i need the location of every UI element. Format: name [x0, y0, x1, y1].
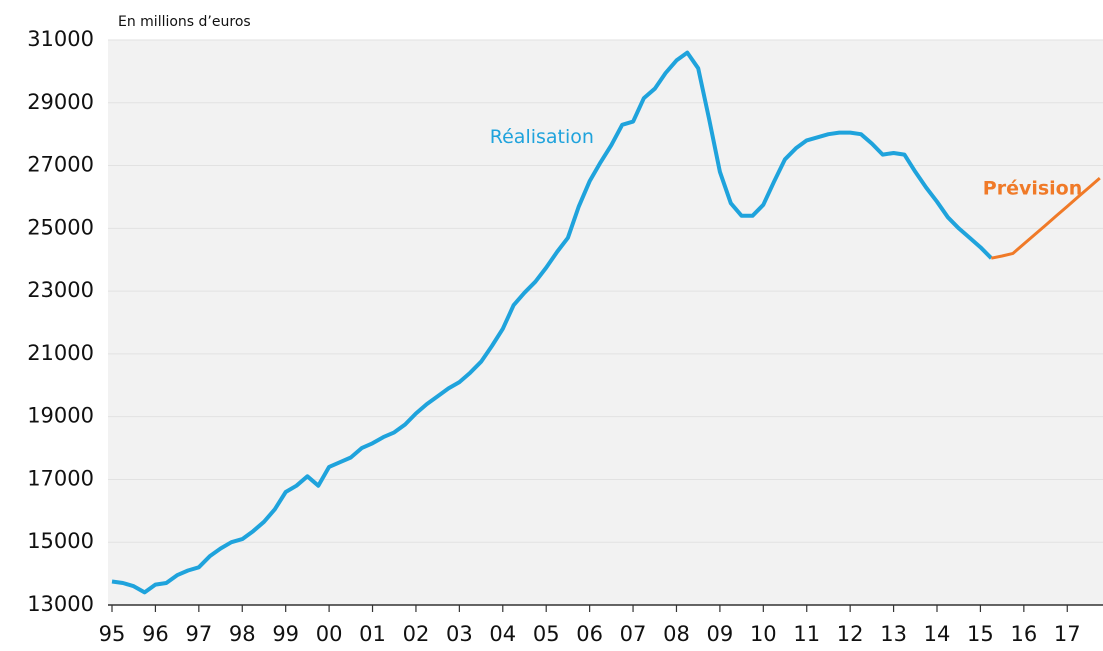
x-tick-label: 05 [533, 622, 560, 646]
x-tick-label: 99 [272, 622, 299, 646]
annotation: Prévision [983, 178, 1082, 200]
x-tick-label: 16 [1010, 622, 1037, 646]
y-tick-label: 25000 [27, 215, 94, 239]
x-tick-label: 97 [185, 622, 212, 646]
x-tick-label: 13 [880, 622, 907, 646]
x-tick-label: 02 [403, 622, 430, 646]
y-tick-label: 23000 [27, 278, 94, 302]
data-line [111, 50, 993, 595]
x-tick-label: 12 [837, 622, 864, 646]
y-axis-label: En millions d’euros [118, 14, 251, 30]
y-tick-label: 19000 [27, 404, 94, 428]
y-tick-label: 15000 [27, 529, 94, 553]
x-tick-label: 95 [99, 622, 126, 646]
x-tick-label: 15 [967, 622, 994, 646]
x-tick-label: 03 [446, 622, 473, 646]
y-tick-label: 21000 [27, 341, 94, 365]
x-tick-label: 00 [316, 622, 343, 646]
plot-background [108, 40, 1103, 605]
x-tick-label: 08 [663, 622, 690, 646]
x-tick-label: 06 [576, 622, 603, 646]
x-tick-label: 07 [620, 622, 647, 646]
x-tick-label: 17 [1054, 622, 1081, 646]
annotation: Réalisation [490, 126, 594, 148]
y-tick-label: 27000 [27, 153, 94, 177]
x-tick-label: 96 [142, 622, 169, 646]
y-tick-label: 29000 [27, 90, 94, 114]
x-tick-label: 11 [793, 622, 820, 646]
y-tick-label: 17000 [27, 466, 94, 490]
y-tick-label: 31000 [27, 27, 94, 51]
y-tick-label: 13000 [27, 592, 94, 616]
x-tick-label: 98 [229, 622, 256, 646]
x-tick-label: 01 [359, 622, 386, 646]
x-tick-label: 09 [707, 622, 734, 646]
x-tick-label: 04 [489, 622, 516, 646]
data-line [991, 176, 1101, 260]
x-tick-label: 10 [750, 622, 777, 646]
x-tick-label: 14 [924, 622, 951, 646]
